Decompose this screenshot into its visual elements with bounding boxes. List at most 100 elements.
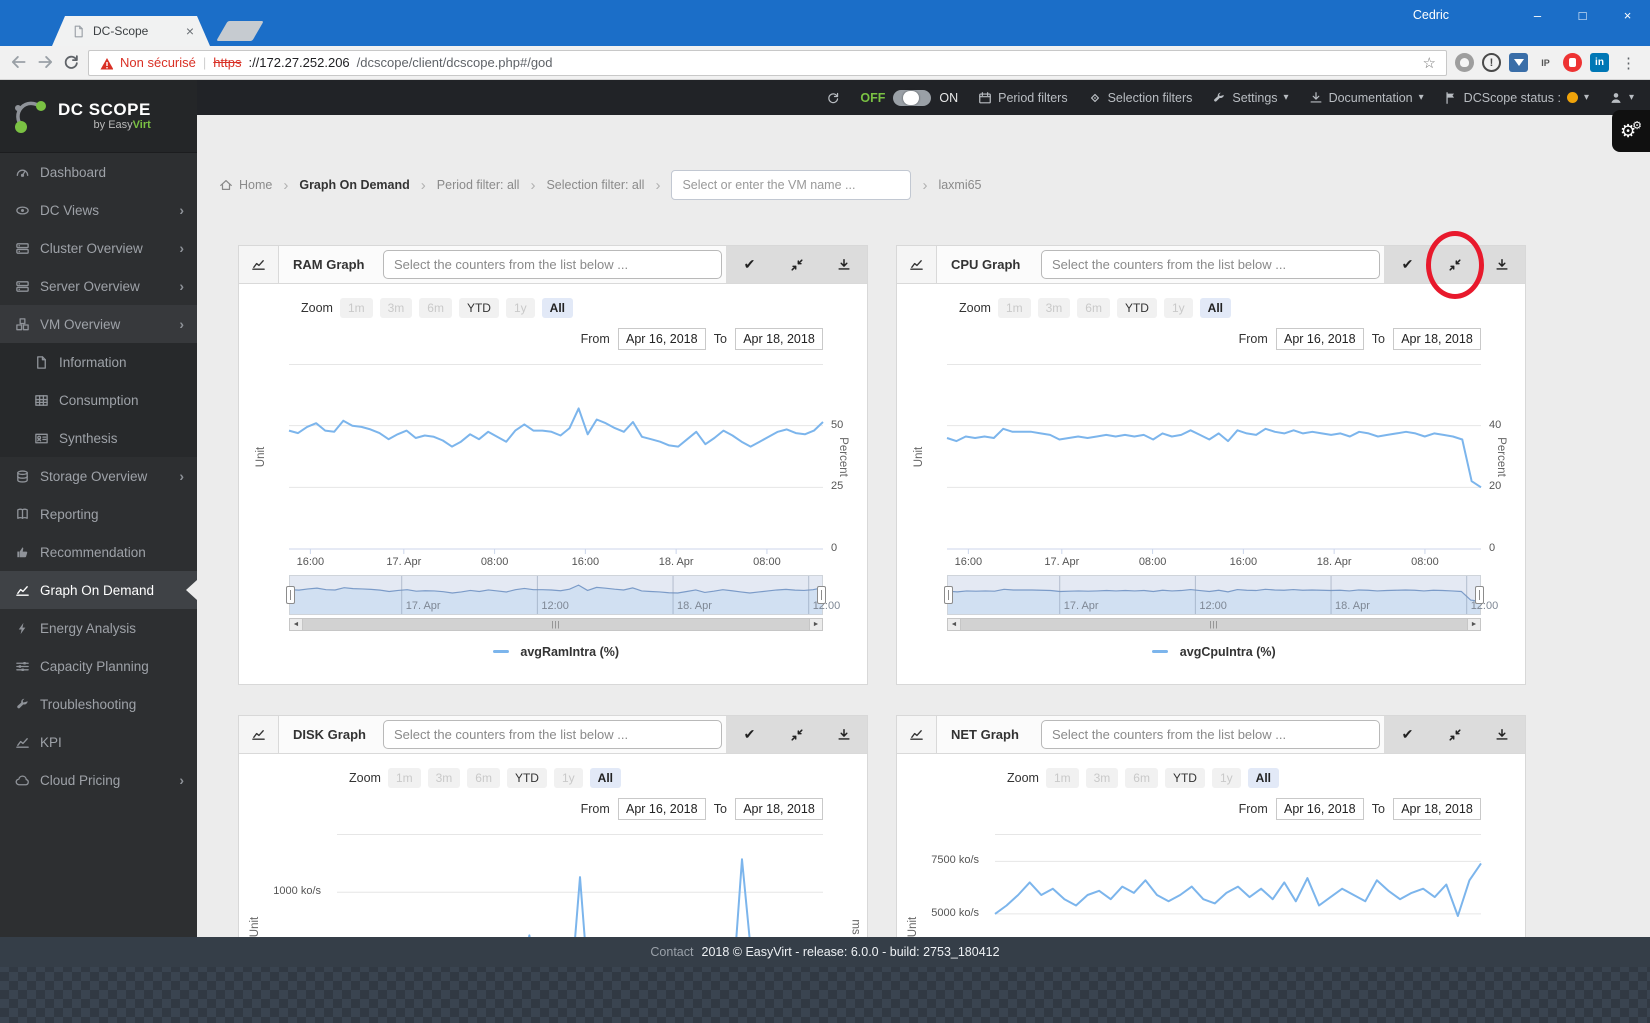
zoom-1m-button[interactable]: 1m <box>387 768 421 788</box>
breadcrumb-period-filter[interactable]: Period filter: all <box>436 178 520 192</box>
browser-menu-icon[interactable]: ⋮ <box>1621 54 1636 72</box>
to-date-input[interactable]: Apr 18, 2018 <box>1393 798 1481 820</box>
scroll-left-icon[interactable]: ◄ <box>947 618 961 631</box>
url-bar[interactable]: Non sécurisé | https://172.27.252.206/dc… <box>88 49 1447 76</box>
zoom-6m-button[interactable]: 6m <box>1125 768 1158 788</box>
scroll-left-icon[interactable]: ◄ <box>289 618 303 631</box>
browser-tab[interactable]: DC-Scope × <box>52 16 210 46</box>
extension-download-icon[interactable] <box>1509 53 1528 72</box>
counters-input[interactable] <box>1041 720 1380 749</box>
navigator-handle-left[interactable] <box>944 586 953 604</box>
extension-ghostery-icon[interactable] <box>1455 53 1474 72</box>
browser-profile[interactable]: Cedric <box>1412 8 1449 22</box>
extension-ip-icon[interactable]: IP <box>1541 57 1550 68</box>
chart-legend[interactable]: avgRamIntra (%) <box>289 643 823 661</box>
sidebar-item-server-overview[interactable]: Server Overview › <box>0 267 197 305</box>
zoom-1m-button[interactable]: 1m <box>339 298 373 318</box>
zoom-1m-button[interactable]: 1m <box>1045 768 1079 788</box>
collapse-button[interactable] <box>773 716 820 753</box>
sidebar-item-consumption[interactable]: Consumption <box>0 381 197 419</box>
zoom-1m-button[interactable]: 1m <box>997 298 1031 318</box>
breadcrumb-selection-filter[interactable]: Selection filter: all <box>546 178 645 192</box>
zoom-1y-button[interactable]: 1y <box>1163 298 1193 318</box>
from-date-input[interactable]: Apr 16, 2018 <box>617 328 706 350</box>
navigator-handle-left[interactable] <box>286 586 295 604</box>
zoom-ytd-button[interactable]: YTD <box>458 298 499 318</box>
bookmark-star-icon[interactable]: ☆ <box>1422 54 1436 72</box>
export-button[interactable] <box>820 246 867 283</box>
cpu-collapse-button[interactable] <box>1425 230 1484 299</box>
minimize-button[interactable]: – <box>1533 7 1542 23</box>
sidebar-item-energy-analysis[interactable]: Energy Analysis <box>0 609 197 647</box>
zoom-all-button[interactable]: All <box>1199 298 1231 318</box>
toggle-switch[interactable] <box>893 89 932 106</box>
chart-navigator[interactable]: 17. Apr 12:00 18. Apr 12:00 <box>286 575 840 615</box>
scroll-right-icon[interactable]: ► <box>809 618 823 631</box>
zoom-3m-button[interactable]: 3m <box>1085 768 1119 788</box>
documentation-menu[interactable]: Documentation ▾ <box>1309 91 1424 105</box>
chart-scrollbar[interactable]: ◄ ||| ► <box>947 618 1481 631</box>
sidebar-item-reporting[interactable]: Reporting <box>0 495 197 533</box>
zoom-6m-button[interactable]: 6m <box>419 298 452 318</box>
apply-button[interactable]: ✔ <box>743 256 756 272</box>
contact-link[interactable]: Contact <box>650 945 694 959</box>
chart-navigator[interactable]: 17. Apr 12:00 18. Apr 12:00 <box>944 575 1498 615</box>
sidebar-item-vm-overview[interactable]: VM Overview › <box>0 305 197 343</box>
sidebar-item-dc-views[interactable]: DC Views › <box>0 191 197 229</box>
sidebar-item-capacity-planning[interactable]: Capacity Planning <box>0 647 197 685</box>
back-icon[interactable] <box>10 53 28 71</box>
zoom-ytd-button[interactable]: YTD <box>1164 768 1205 788</box>
zoom-3m-button[interactable]: 3m <box>427 768 461 788</box>
to-date-input[interactable]: Apr 18, 2018 <box>1393 328 1481 350</box>
zoom-6m-button[interactable]: 6m <box>1077 298 1110 318</box>
sidebar-item-cloud-pricing[interactable]: Cloud Pricing › <box>0 761 197 799</box>
user-menu[interactable]: ▾ <box>1609 91 1634 105</box>
sidebar-item-cluster-overview[interactable]: Cluster Overview › <box>0 229 197 267</box>
extension-linkedin-icon[interactable]: in <box>1590 53 1609 72</box>
sidebar-item-troubleshooting[interactable]: Troubleshooting <box>0 685 197 723</box>
navigator-handle-right[interactable] <box>1475 586 1484 604</box>
sidebar-item-synthesis[interactable]: Synthesis <box>0 419 197 457</box>
selection-filters-button[interactable]: Selection filters <box>1088 91 1192 105</box>
export-button[interactable] <box>1478 246 1525 283</box>
export-button[interactable] <box>1478 716 1525 753</box>
to-date-input[interactable]: Apr 18, 2018 <box>735 328 823 350</box>
zoom-1y-button[interactable]: 1y <box>1211 768 1241 788</box>
apply-button[interactable]: ✔ <box>743 726 756 742</box>
collapse-button[interactable] <box>773 246 820 283</box>
apply-button[interactable]: ✔ <box>1401 256 1414 272</box>
sidebar-item-kpi[interactable]: KPI <box>0 723 197 761</box>
widget-settings-flyout[interactable]: ⚙ ⚙ <box>1612 110 1650 152</box>
extension-adblock-icon[interactable] <box>1563 53 1582 72</box>
counters-input[interactable] <box>383 250 722 279</box>
scrollbar-thumb[interactable]: ||| <box>961 619 1467 630</box>
zoom-all-button[interactable]: All <box>541 298 573 318</box>
zoom-1y-button[interactable]: 1y <box>505 298 535 318</box>
dcscope-status-menu[interactable]: DCScope status : ▾ <box>1444 91 1589 105</box>
auto-refresh-toggle[interactable]: OFF ON <box>860 89 959 106</box>
collapse-button[interactable] <box>1431 716 1478 753</box>
sidebar-item-dashboard[interactable]: Dashboard <box>0 153 197 191</box>
export-button[interactable] <box>820 716 867 753</box>
maximize-button[interactable]: □ <box>1578 7 1587 23</box>
sidebar-item-information[interactable]: Information <box>0 343 197 381</box>
zoom-6m-button[interactable]: 6m <box>467 768 500 788</box>
from-date-input[interactable]: Apr 16, 2018 <box>617 798 706 820</box>
apply-button[interactable]: ✔ <box>1401 726 1414 742</box>
vm-name-input[interactable] <box>671 170 912 200</box>
scroll-right-icon[interactable]: ► <box>1467 618 1481 631</box>
refresh-button[interactable] <box>826 91 840 105</box>
zoom-3m-button[interactable]: 3m <box>379 298 413 318</box>
sidebar-item-graph-on-demand[interactable]: Graph On Demand <box>0 571 197 609</box>
navigator-handle-right[interactable] <box>817 586 826 604</box>
reload-icon[interactable] <box>62 53 80 71</box>
period-filters-button[interactable]: Period filters <box>978 91 1068 105</box>
forward-icon[interactable] <box>36 53 54 71</box>
zoom-ytd-button[interactable]: YTD <box>1116 298 1157 318</box>
close-button[interactable]: × <box>1623 7 1632 23</box>
new-tab-button[interactable] <box>216 21 264 41</box>
zoom-all-button[interactable]: All <box>589 768 621 788</box>
zoom-all-button[interactable]: All <box>1247 768 1279 788</box>
security-warning[interactable]: Non sécurisé <box>120 55 196 70</box>
breadcrumb-home[interactable]: Home <box>219 178 272 192</box>
